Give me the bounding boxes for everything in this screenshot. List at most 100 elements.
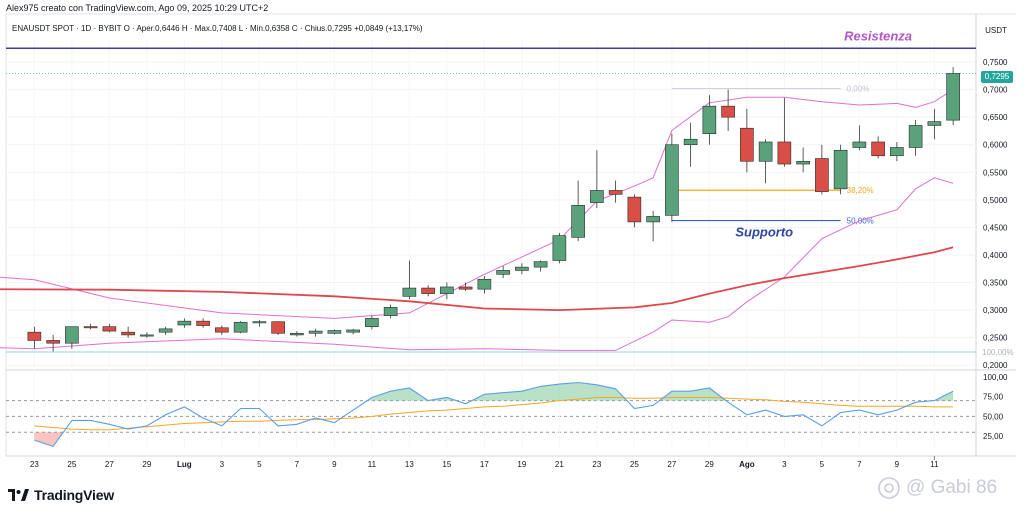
time-tick-label: 29 (705, 460, 714, 469)
candle (477, 278, 492, 290)
candle (215, 327, 229, 333)
candle (833, 149, 848, 190)
fib-level-label: 0,00% (847, 85, 870, 94)
time-tick-label: 27 (105, 460, 114, 469)
time-tick-label: 9 (895, 460, 900, 469)
price-tick-label: 0,4000 (983, 251, 1008, 260)
candle (608, 190, 623, 195)
tradingview-brand: TradingView (8, 485, 114, 505)
rsi-ma-line (34, 397, 954, 431)
candle (46, 340, 60, 344)
candle (121, 331, 135, 336)
creator-line: Alex975 creato con TradingView.com, Ago … (6, 3, 269, 13)
rsi-overbought-fill (367, 382, 954, 401)
candle (290, 332, 304, 336)
resistance-label: Resistenza (844, 28, 912, 43)
time-tick-label: 23 (30, 460, 39, 469)
rsi-oversold-fill (34, 432, 64, 447)
candle (946, 73, 960, 121)
moving-average-line (0, 246, 954, 312)
candle (308, 330, 323, 334)
price-tick-label: 0,4500 (983, 223, 1008, 232)
candle (440, 286, 454, 294)
candle (421, 287, 435, 294)
time-tick-label: 21 (555, 460, 564, 469)
candle (458, 286, 473, 290)
candle (665, 144, 679, 216)
camera-icon (878, 477, 900, 499)
candle (533, 261, 548, 268)
price-tick-label: 0,6000 (983, 141, 1008, 150)
rsi-tick-label: 25,00 (983, 432, 1004, 441)
author-watermark: @ Gabi 86 (878, 477, 997, 499)
candle (271, 321, 285, 334)
time-tick-label: 25 (630, 460, 639, 469)
candle (402, 287, 417, 297)
candle (140, 334, 154, 337)
candle (346, 329, 360, 333)
price-tick-label: 0,2000 (983, 361, 1008, 370)
candle (515, 266, 529, 271)
candle (252, 321, 267, 324)
candle (552, 235, 567, 261)
candle (777, 141, 792, 165)
time-tick-label: 5 (820, 460, 825, 469)
candle (327, 330, 342, 334)
watermark-text: @ Gabi 86 (906, 477, 998, 498)
time-tick-label: 23 (592, 460, 601, 469)
time-tick-label: 11 (368, 460, 377, 469)
candle (796, 160, 810, 165)
candle (196, 320, 210, 326)
candle (815, 158, 829, 192)
candle (927, 121, 942, 126)
time-tick-label: 27 (667, 460, 676, 469)
support-label: Supporto (735, 225, 793, 240)
candle (646, 216, 660, 223)
time-tick-label: Ago (739, 460, 755, 469)
currency-label: USDT (985, 26, 1007, 35)
price-tick-label: 0,6500 (983, 113, 1008, 122)
candle (365, 318, 379, 327)
price-tick-label: 0,3500 (983, 279, 1008, 288)
time-tick-label: 29 (142, 460, 151, 469)
candle (65, 326, 79, 344)
time-tick-label: 19 (517, 460, 526, 469)
candle (871, 141, 885, 157)
candle (721, 105, 735, 118)
price-tick-label: 0,7000 (983, 86, 1008, 95)
rsi-tick-label: 100,00 (983, 373, 1008, 382)
candle (233, 321, 248, 333)
price-tick-label: 0,7500 (983, 58, 1008, 67)
time-tick-label: 17 (480, 460, 489, 469)
price-tick-label: 0,3000 (983, 306, 1008, 315)
candle (683, 138, 698, 146)
fib-level-label: 100,00% (982, 348, 1014, 357)
price-tick-label: 0,2500 (983, 334, 1008, 343)
band-upper-line (0, 89, 954, 319)
candle (158, 328, 173, 333)
rsi-tick-label: 50,00 (983, 412, 1004, 421)
candle (590, 190, 604, 203)
candle (83, 326, 98, 329)
fib-level-label: 38,20% (847, 186, 874, 195)
time-tick-label: 7 (857, 460, 862, 469)
time-tick-label: 25 (67, 460, 76, 469)
candle (496, 270, 510, 275)
candle (27, 331, 42, 341)
candle (702, 105, 717, 135)
time-tick-label: 5 (257, 460, 262, 469)
rsi-line (34, 381, 954, 448)
candle (758, 141, 773, 162)
candle (627, 196, 642, 223)
band-lower-line (0, 177, 954, 351)
time-tick-label: 3 (782, 460, 787, 469)
candle (383, 307, 398, 316)
symbol-info-line: ENAUSDT SPOT · 1D · BYBIT O · Aper.0,644… (12, 24, 423, 33)
candle (890, 147, 904, 157)
time-tick-label: 13 (405, 460, 414, 469)
candle (177, 320, 192, 326)
candle (908, 125, 923, 148)
candle (852, 141, 867, 148)
rsi-tick-label: 75,00 (983, 393, 1004, 402)
